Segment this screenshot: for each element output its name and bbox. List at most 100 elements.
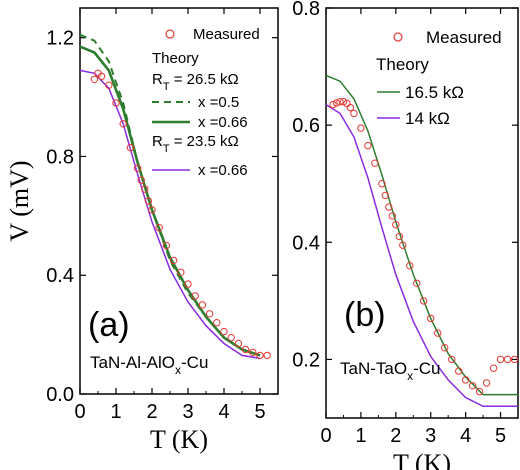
measured-point — [184, 280, 192, 288]
measured-point — [148, 206, 156, 214]
measured-point — [220, 327, 228, 336]
legend-theory-label: Theory — [376, 55, 429, 74]
measured-point — [378, 180, 386, 188]
legend-x066-label: x =0.66 — [198, 114, 248, 131]
measured-point — [441, 344, 449, 352]
measured-point — [503, 355, 512, 364]
legend-rt2-label: RT = 23.5 kΩ — [152, 133, 239, 155]
measured-point — [395, 232, 403, 241]
sample-label-main: TaN-Al-AlO — [90, 353, 175, 372]
y-tick-label: 0.4 — [46, 265, 74, 287]
x-tick-label: 2 — [390, 425, 401, 447]
measured-point — [468, 382, 477, 390]
measured-point — [249, 348, 257, 357]
legend-rt2-label-sub: T — [163, 143, 170, 155]
measured-point — [406, 262, 414, 270]
measured-point — [90, 75, 99, 84]
x-axis-label: T (K) — [150, 425, 208, 454]
measured-point — [155, 224, 163, 232]
plot-frame — [79, 7, 279, 395]
measured-point — [144, 197, 153, 205]
panel-label: (b) — [344, 296, 386, 334]
measured-point — [119, 120, 127, 128]
measured-point — [350, 109, 358, 118]
measured-point — [346, 103, 355, 112]
measured-point — [392, 221, 400, 229]
x-tick-label: 0 — [74, 401, 85, 423]
measured-point — [241, 345, 250, 354]
measured-point — [112, 99, 120, 107]
measured-point — [105, 81, 113, 89]
theory-curve — [79, 45, 261, 357]
measured-point — [141, 185, 149, 193]
legend-165-label: 16.5 kΩ — [405, 83, 464, 102]
legend-rt2-label-tail: = 23.5 kΩ — [170, 133, 239, 150]
measured-point — [381, 191, 389, 200]
y-tick-label: 0.8 — [292, 0, 320, 20]
measured-point — [198, 301, 207, 309]
measured-point — [263, 351, 271, 360]
sample-label-sub: x — [407, 369, 413, 383]
panel-label: (a) — [88, 306, 130, 344]
measured-point — [336, 98, 344, 106]
x-tick-label: 1 — [110, 401, 121, 423]
measured-point — [357, 124, 365, 132]
measured-point — [97, 72, 106, 81]
measured-point — [482, 379, 491, 387]
sample-label-main: TaN-TaO — [340, 359, 407, 378]
y-tick-label: 0.0 — [46, 384, 74, 406]
measured-point — [434, 329, 442, 337]
measured-point — [371, 159, 379, 167]
sample-label: TaN-Al-AlOx-Cu — [90, 353, 208, 377]
measured-point — [137, 176, 145, 184]
measured-point — [496, 355, 505, 364]
measured-point — [177, 268, 185, 276]
legend-rt1-label-main: R — [152, 71, 163, 88]
measured-point — [162, 241, 171, 250]
x-tick-label: 5 — [495, 425, 506, 447]
legend-14-label: 14 kΩ — [405, 109, 450, 128]
y-axis-label: V (mV) — [5, 160, 34, 241]
legend-theory-label: Theory — [152, 50, 199, 67]
measured-point — [455, 367, 463, 375]
measured-point — [399, 241, 407, 249]
measured-point — [448, 355, 456, 364]
measured-point — [413, 279, 421, 287]
y-tick-label: 1.2 — [46, 28, 74, 50]
legend-rt1-label-sub: T — [163, 81, 170, 93]
measured-point — [420, 297, 428, 305]
measured-point — [489, 364, 498, 372]
x-tick-label: 3 — [182, 401, 193, 423]
measured-point — [510, 355, 519, 364]
measured-point — [234, 339, 243, 348]
sample-label-tail: -Cu — [413, 359, 440, 378]
legend-rt1-label: RT = 26.5 kΩ — [152, 71, 239, 93]
theory-curve — [325, 103, 518, 408]
measured-point — [256, 351, 264, 360]
y-tick-label: 0.8 — [46, 146, 74, 168]
sample-label-tail: -Cu — [181, 353, 208, 372]
measured-point — [427, 314, 435, 323]
measured-point — [126, 143, 135, 152]
measured-point — [133, 164, 142, 173]
measured-point — [329, 100, 337, 109]
y-tick-label: 0.2 — [292, 349, 320, 371]
measured-point — [227, 333, 235, 342]
measured-point — [364, 141, 372, 150]
x-tick-label: 4 — [218, 401, 229, 423]
legend-rt1-label-tail: = 26.5 kΩ — [170, 71, 239, 88]
legend-measured-marker — [393, 32, 403, 42]
legend-x05-label: x =0.5 — [198, 94, 239, 111]
y-tick-label: 0.4 — [292, 232, 320, 254]
plot-frame — [325, 7, 519, 419]
measured-point — [213, 319, 221, 327]
x-tick-label: 0 — [320, 425, 331, 447]
measured-point — [388, 212, 396, 220]
x-tick-label: 5 — [254, 401, 265, 423]
legend-measured-label: Measured — [426, 28, 502, 47]
measured-point — [475, 387, 484, 396]
sample-label-sub: x — [175, 363, 181, 377]
theory-curve — [325, 74, 518, 396]
measured-point — [169, 256, 178, 265]
